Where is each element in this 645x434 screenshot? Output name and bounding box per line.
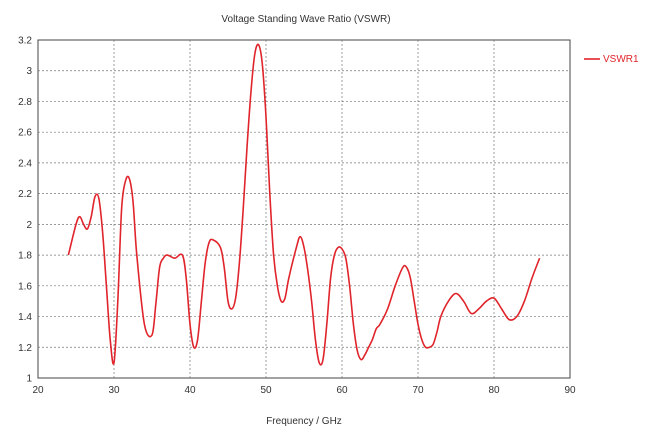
y-tick-label: 2.4	[18, 158, 32, 169]
x-tick-label: 70	[412, 385, 424, 396]
x-tick-label: 20	[32, 385, 44, 396]
y-axis-ticks: 1 1.2 1.4 1.6 1.8 2 2.2 2.4 2.6 2.8 3 3.2	[18, 36, 32, 385]
y-tick-label: 1	[26, 374, 32, 385]
y-tick-label: 2	[26, 220, 32, 231]
x-tick-label: 30	[108, 385, 120, 396]
y-tick-label: 1.8	[18, 251, 32, 262]
x-tick-label: 90	[564, 385, 576, 396]
x-axis-ticks: 20 30 40 50 60 70 80 90	[32, 385, 576, 396]
y-tick-label: 1.2	[18, 343, 32, 354]
x-axis-label: Frequency / GHz	[266, 416, 342, 427]
y-tick-label: 2.2	[18, 189, 32, 200]
y-tick-label: 1.6	[18, 281, 32, 292]
y-tick-label: 3.2	[18, 36, 32, 47]
chart-title: Voltage Standing Wave Ratio (VSWR)	[221, 14, 390, 25]
legend: VSWR1	[584, 54, 639, 65]
grid-lines	[38, 40, 570, 378]
series-layer	[67, 43, 541, 366]
y-tick-label: 3	[26, 66, 32, 77]
legend-label-vswr1: VSWR1	[603, 54, 639, 65]
x-tick-label: 40	[184, 385, 196, 396]
x-tick-label: 80	[488, 385, 500, 396]
plot-area	[37, 39, 571, 379]
y-tick-label: 2.6	[18, 128, 32, 139]
series-line-vswr1	[67, 43, 541, 366]
x-tick-label: 50	[260, 385, 272, 396]
x-tick-label: 60	[336, 385, 348, 396]
y-tick-label: 1.4	[18, 312, 32, 323]
y-tick-label: 2.8	[18, 97, 32, 108]
